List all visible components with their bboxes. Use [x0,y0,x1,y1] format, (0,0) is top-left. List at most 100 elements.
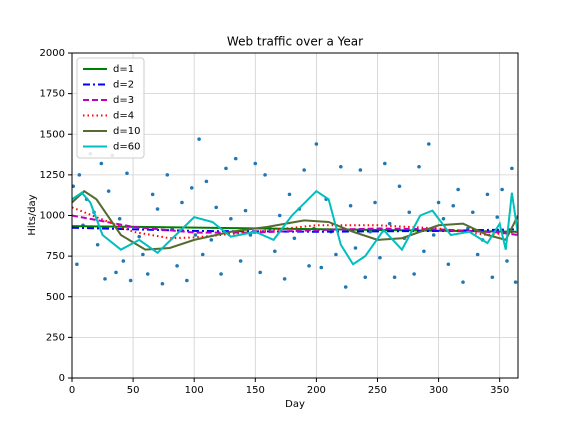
point [273,249,277,254]
point [417,164,421,169]
plot-frame [71,52,519,379]
point [121,259,126,263]
point [277,213,282,218]
point [204,179,209,184]
y-tick-label: 1500 [40,129,65,140]
legend-label: d=2 [113,80,134,91]
point [348,203,353,208]
x-axis-label: Day [285,399,305,410]
point [160,281,165,286]
point [229,216,233,221]
fit-line [72,206,518,240]
point [412,272,416,276]
y-tick-label: 2000 [40,48,65,59]
point [441,216,446,221]
legend-label: d=1 [113,64,134,75]
point [141,252,145,257]
point [114,270,118,275]
point [185,278,189,283]
point [103,277,107,281]
x-tick-label: 100 [185,385,204,396]
fit-line [72,226,518,233]
point [150,192,155,197]
point [422,249,426,254]
point [456,187,460,192]
y-tick-label: 500 [46,292,65,303]
point [258,270,262,275]
point [343,285,348,289]
point [363,275,368,280]
point [155,207,160,211]
point [287,192,292,197]
legend-label: d=10 [113,126,140,137]
point [209,238,214,242]
point [125,171,129,176]
point [238,259,243,263]
fit-line [72,189,518,251]
point [137,234,142,239]
point [292,236,297,241]
point [339,164,343,169]
point [387,221,392,226]
x-tick-label: 0 [69,385,75,396]
point [106,189,111,193]
point [219,272,223,276]
point [314,142,319,146]
point [373,200,377,205]
point [378,255,382,260]
point [248,233,253,237]
point [392,275,397,280]
x-tick-label: 150 [246,385,265,396]
point [180,200,184,205]
legend-label: d=3 [113,95,134,106]
point [224,166,228,171]
point [446,262,451,267]
legend-label: d=4 [113,111,134,122]
point [495,215,500,219]
point [319,265,324,270]
point [282,277,287,281]
point [334,252,338,257]
point [436,200,441,205]
y-tick-label: 1250 [40,170,65,181]
point [253,161,258,166]
point [475,252,480,257]
point [451,203,456,208]
point [431,233,436,237]
point [197,137,201,141]
x-tick-label: 50 [127,385,140,396]
point [513,280,518,284]
point [505,259,509,263]
point [99,161,104,166]
x-tick-label: 250 [368,385,387,396]
point [461,280,465,284]
point [470,210,475,215]
legend-label: d=60 [113,142,140,153]
point [302,168,306,172]
y-tick-label: 0 [59,373,65,384]
point [233,156,238,161]
point [407,210,412,215]
point [485,192,490,197]
y-tick-label: 1000 [40,211,65,222]
x-tick-label: 300 [429,385,448,396]
y-tick-label: 1750 [40,89,65,100]
point [75,262,79,267]
point [128,278,133,283]
y-tick-label: 750 [46,251,65,262]
point [427,142,431,146]
point [145,272,150,276]
point [77,173,82,177]
point [500,187,504,192]
y-tick-label: 250 [46,332,65,343]
point [214,205,218,210]
fit-line [72,189,518,266]
point [200,252,205,257]
legend-box [76,57,145,159]
point [175,264,179,268]
point [95,242,100,247]
point [353,246,358,250]
point [193,233,198,237]
point [307,264,311,268]
